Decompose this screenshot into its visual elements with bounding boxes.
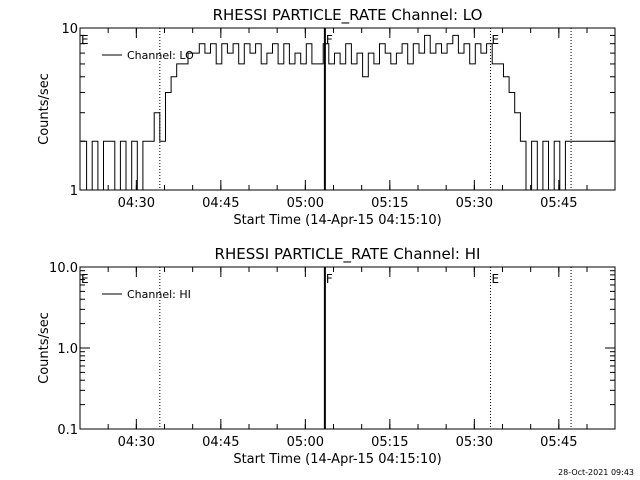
y-tick-label: 10 bbox=[61, 22, 78, 37]
y-axis-label: Counts/sec bbox=[37, 312, 52, 384]
x-tick-label: 04:30 bbox=[118, 435, 155, 450]
plot-frame bbox=[79, 27, 616, 191]
x-tick-label: 05:30 bbox=[456, 435, 493, 450]
marker-label: E bbox=[492, 272, 500, 286]
x-tick-label: 04:30 bbox=[118, 196, 155, 211]
x-tick-label: 05:15 bbox=[371, 196, 408, 211]
y-axis-label: Counts/sec bbox=[37, 73, 52, 145]
chart-title: RHESSI PARTICLE_RATE Channel: LO bbox=[213, 6, 483, 25]
y-tick-label: 10.0 bbox=[49, 261, 78, 276]
x-tick-label: 04:45 bbox=[202, 196, 239, 211]
y-tick-label: 1 bbox=[70, 184, 78, 199]
series-line-1 bbox=[81, 34, 615, 190]
chart-panel-2: RHESSI PARTICLE_RATE Channel: HI 0.1 1.0 10… bbox=[37, 245, 616, 467]
footer-timestamp: 28-Oct-2021 09:43 bbox=[558, 468, 634, 477]
marker-label: F bbox=[326, 33, 333, 47]
legend-label: Channel: LO bbox=[127, 49, 194, 62]
x-axis-label: Start Time (14-Apr-15 04:15:10) bbox=[233, 452, 441, 467]
y-tick-label: 1.0 bbox=[57, 342, 78, 357]
x-tick-label: 05:15 bbox=[371, 435, 408, 450]
marker-label: E bbox=[81, 33, 89, 47]
y-tick-label: 0.1 bbox=[57, 423, 78, 438]
x-tick-label: 05:30 bbox=[456, 196, 493, 211]
marker-label: E bbox=[81, 272, 89, 286]
x-tick-label: 05:00 bbox=[287, 196, 324, 211]
x-tick-label: 05:45 bbox=[540, 435, 577, 450]
x-tick-label: 05:00 bbox=[287, 435, 324, 450]
marker-label: F bbox=[326, 272, 333, 286]
x-axis-label: Start Time (14-Apr-15 04:15:10) bbox=[233, 213, 441, 228]
chart-title: RHESSI PARTICLE_RATE Channel: HI bbox=[215, 245, 481, 264]
legend-label: Channel: HI bbox=[127, 288, 191, 301]
x-tick-label: 04:45 bbox=[202, 435, 239, 450]
x-tick-label: 05:45 bbox=[540, 196, 577, 211]
chart-panel-1: RHESSI PARTICLE_RATE Channel: LO 1 10 04:30… bbox=[37, 6, 616, 228]
marker-label: E bbox=[492, 33, 500, 47]
